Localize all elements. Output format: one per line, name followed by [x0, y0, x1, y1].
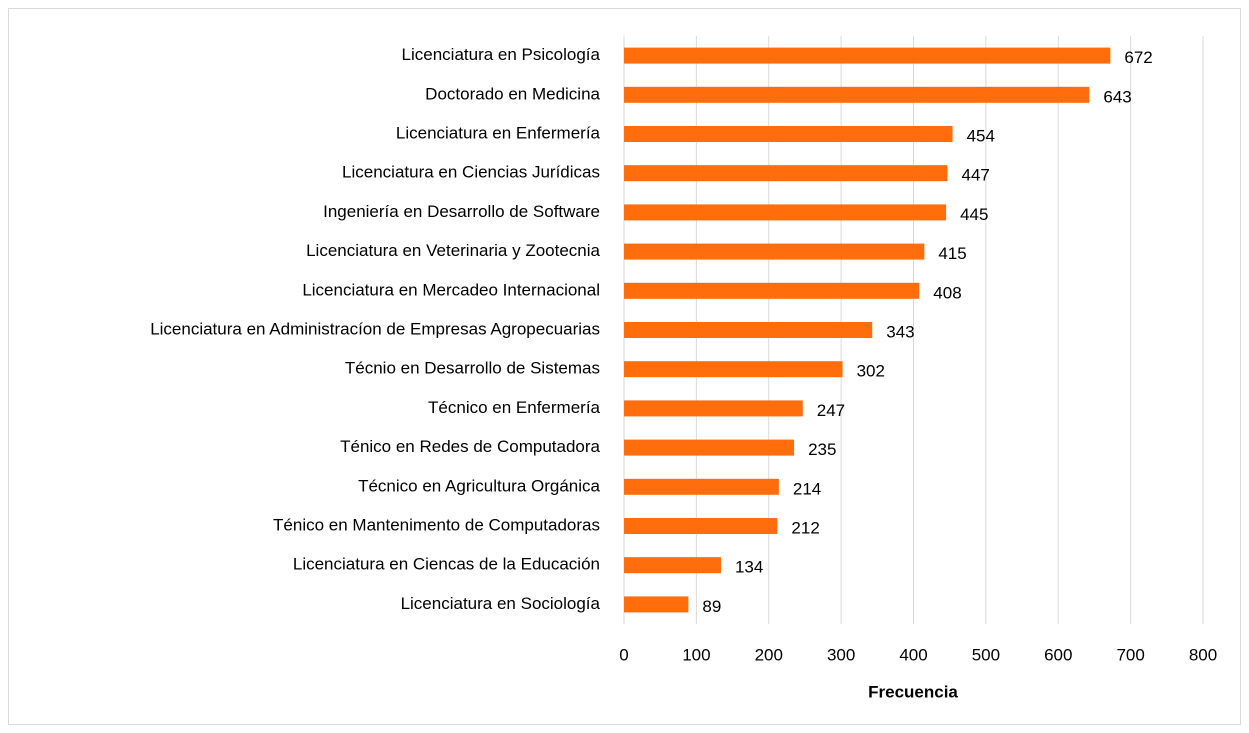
bar — [624, 165, 948, 182]
data-label: 247 — [817, 401, 845, 420]
bar — [624, 47, 1111, 64]
chart-frame — [8, 8, 1241, 725]
y-tick-label: Ténico en Redes de Computadora — [340, 437, 600, 456]
x-tick-label: 800 — [1189, 645, 1217, 664]
y-tick-label: Licenciatura en Veterinaria y Zootecnia — [306, 241, 600, 260]
x-axis-label: Frecuencia — [868, 682, 958, 701]
data-label: 454 — [967, 126, 995, 145]
y-tick-label: Licenciatura en Sociología — [401, 594, 601, 613]
data-label: 302 — [857, 362, 885, 381]
bar — [624, 439, 795, 456]
y-tick-label: Técnico en Agricultura Orgánica — [358, 476, 600, 495]
x-tick-label: 400 — [899, 645, 927, 664]
data-label: 89 — [702, 597, 721, 616]
bar — [624, 400, 803, 417]
data-label: 343 — [886, 322, 914, 341]
y-tick-label: Licenciatura en Psicología — [402, 45, 601, 64]
data-label: 672 — [1124, 48, 1152, 67]
x-tick-label: 200 — [755, 645, 783, 664]
data-label: 214 — [793, 479, 821, 498]
data-label: 212 — [791, 518, 819, 537]
y-tick-label: Ténico en Mantenimento de Computadoras — [273, 515, 600, 534]
bar — [624, 596, 689, 613]
x-tick-label: 300 — [827, 645, 855, 664]
bar — [624, 361, 843, 378]
bar — [624, 478, 779, 495]
data-label: 408 — [933, 283, 961, 302]
y-tick-label: Licenciatura en Mercadeo Internacional — [302, 280, 600, 299]
data-label: 134 — [735, 558, 763, 577]
bar — [624, 243, 925, 260]
data-label: 415 — [938, 244, 966, 263]
data-label: 445 — [960, 205, 988, 224]
y-tick-label: Técnio en Desarrollo de Sistemas — [345, 359, 600, 378]
bar — [624, 282, 920, 299]
y-tick-label: Técnico en Enfermería — [428, 398, 601, 417]
y-tick-label: Ingeniería en Desarrollo de Software — [323, 202, 600, 221]
bar — [624, 126, 953, 142]
x-tick-label: 500 — [972, 645, 1000, 664]
y-tick-label: Licenciatura en Ciencias Jurídicas — [342, 163, 600, 182]
x-tick-label: 700 — [1116, 645, 1144, 664]
data-label: 447 — [962, 166, 990, 185]
bar — [624, 204, 947, 221]
x-tick-label: 600 — [1044, 645, 1072, 664]
y-tick-label: Licenciatura en Enfermería — [396, 123, 601, 142]
bar — [624, 86, 1090, 103]
data-label: 643 — [1103, 87, 1131, 106]
y-tick-label: Licenciatura en Administracíon de Empres… — [150, 319, 600, 338]
x-tick-label: 100 — [682, 645, 710, 664]
bar — [624, 322, 873, 338]
bar — [624, 518, 778, 534]
bar — [624, 557, 721, 574]
y-tick-label: Licenciatura en Ciencas de la Educación — [293, 555, 600, 574]
x-tick-label: 0 — [619, 645, 628, 664]
y-tick-label: Doctorado en Medicina — [425, 84, 600, 103]
data-label: 235 — [808, 440, 836, 459]
